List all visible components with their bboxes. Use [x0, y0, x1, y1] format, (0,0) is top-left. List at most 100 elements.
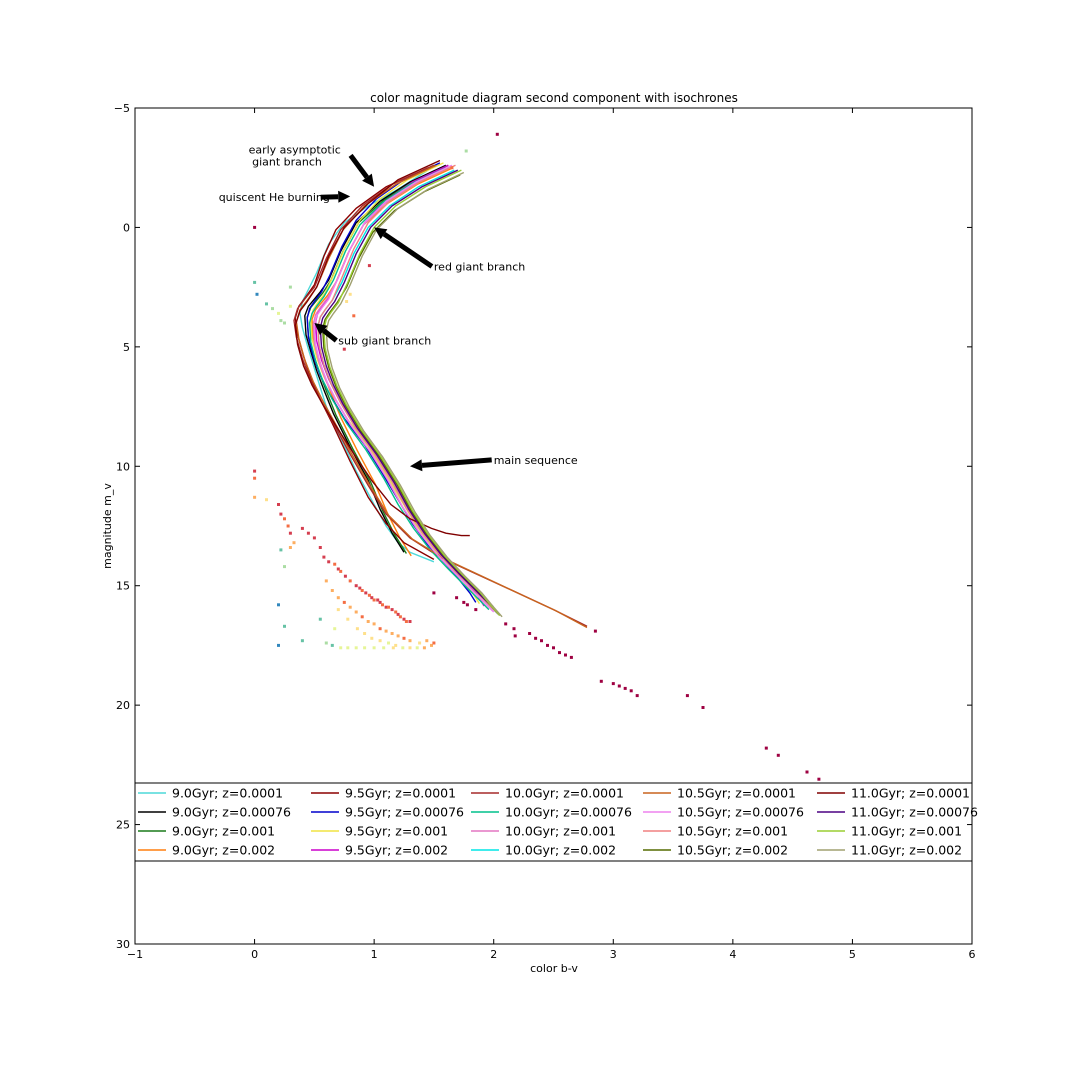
star-point	[354, 646, 358, 650]
star-point	[286, 524, 290, 528]
legend-item-label: 9.5Gyr; z=0.001	[345, 824, 448, 839]
legend-item-label: 9.0Gyr; z=0.0001	[172, 786, 283, 801]
y-tick-label: −5	[114, 102, 130, 115]
chart-title: color magnitude diagram second component…	[370, 91, 738, 105]
star-point	[283, 624, 286, 628]
star-point	[300, 639, 304, 643]
star-point	[300, 526, 304, 530]
star-point	[253, 495, 257, 499]
star-point	[465, 603, 469, 607]
isochrone-line-13	[295, 164, 588, 629]
star-point	[432, 641, 436, 645]
star-point	[265, 302, 268, 306]
annotation-5: main sequence	[410, 454, 578, 472]
legend-item-label: 9.5Gyr; z=0.002	[345, 843, 448, 858]
legend-item-label: 10.0Gyr; z=0.0001	[505, 786, 624, 801]
star-point	[352, 314, 356, 318]
star-point	[540, 639, 543, 643]
x-axis-label: color b-v	[530, 962, 578, 975]
star-point	[283, 517, 286, 521]
star-point	[288, 546, 292, 549]
star-point	[348, 605, 352, 609]
annotation-label: main sequence	[494, 454, 578, 467]
star-point	[279, 548, 283, 552]
star-point	[430, 643, 433, 647]
annotation-label: quiscent He burning	[219, 191, 330, 204]
star-point	[360, 615, 364, 619]
star-point	[342, 600, 346, 604]
star-point	[384, 629, 388, 633]
star-point	[462, 600, 466, 604]
star-point	[776, 753, 780, 757]
star-point	[402, 636, 406, 640]
legend-item-label: 9.0Gyr; z=0.002	[172, 843, 275, 858]
star-point	[277, 643, 280, 647]
annotation-arrow-head	[362, 173, 375, 187]
star-point	[394, 643, 398, 647]
star-point	[318, 546, 322, 549]
isochrone-line-4	[311, 167, 454, 557]
star-point	[346, 646, 350, 650]
legend-item-label: 11.0Gyr; z=0.001	[851, 824, 962, 839]
star-point	[382, 646, 386, 650]
star-point	[336, 567, 340, 571]
annotations: early asymptotic giant branch quiscent He…	[219, 143, 578, 472]
star-point	[327, 560, 331, 564]
star-point	[396, 612, 400, 616]
star-point	[271, 307, 274, 311]
star-point	[346, 617, 350, 621]
x-tick-label: 2	[490, 948, 497, 961]
star-point	[569, 655, 573, 659]
star-point	[404, 620, 408, 623]
star-point	[336, 596, 340, 600]
star-point	[401, 646, 405, 650]
isochrone-curves	[293, 159, 588, 629]
star-point	[292, 541, 296, 545]
axes: −1 0 1 2 3 4 5 6 −5 0 5 10 15 20 25 30	[114, 102, 976, 961]
star-point	[387, 641, 390, 645]
star-point	[366, 620, 370, 623]
star-point	[805, 770, 809, 774]
star-point	[288, 531, 292, 535]
y-tick-label: 10	[116, 460, 130, 473]
star-point	[253, 476, 257, 480]
x-tick-label: 6	[969, 948, 976, 961]
annotation-arrow-shaft	[320, 194, 339, 200]
legend-item-label: 9.5Gyr; z=0.0001	[345, 786, 456, 801]
star-points	[253, 132, 821, 781]
star-point	[312, 536, 316, 540]
annotation-label: giant branch	[249, 155, 322, 168]
star-point	[342, 347, 346, 351]
star-point	[513, 634, 517, 638]
star-point	[283, 321, 286, 325]
y-tick-label: 20	[116, 699, 130, 712]
star-point	[360, 589, 364, 592]
star-point	[432, 591, 436, 595]
star-point	[422, 646, 426, 650]
x-tick-label: 5	[849, 948, 856, 961]
star-point	[343, 574, 347, 578]
annotation-arrow-head	[338, 190, 351, 203]
star-point	[390, 608, 394, 612]
star-point	[348, 579, 352, 583]
annotation-arrow-shaft	[421, 457, 492, 468]
star-point	[408, 646, 412, 650]
star-point	[265, 498, 268, 502]
star-point	[564, 653, 567, 657]
star-point	[370, 636, 374, 640]
annotation-2: quiscent He burning	[219, 190, 351, 204]
isochrone-line-20	[325, 171, 503, 618]
star-point	[372, 646, 376, 650]
star-point	[355, 627, 359, 631]
star-point	[277, 311, 280, 315]
star-point	[415, 646, 419, 650]
star-point	[474, 608, 478, 612]
star-point	[372, 622, 376, 626]
star-point	[339, 646, 343, 650]
star-point	[363, 646, 367, 650]
star-point	[408, 639, 412, 643]
legend-item-label: 9.0Gyr; z=0.001	[172, 824, 275, 839]
y-tick-label: 25	[116, 819, 130, 832]
star-point	[378, 600, 382, 604]
